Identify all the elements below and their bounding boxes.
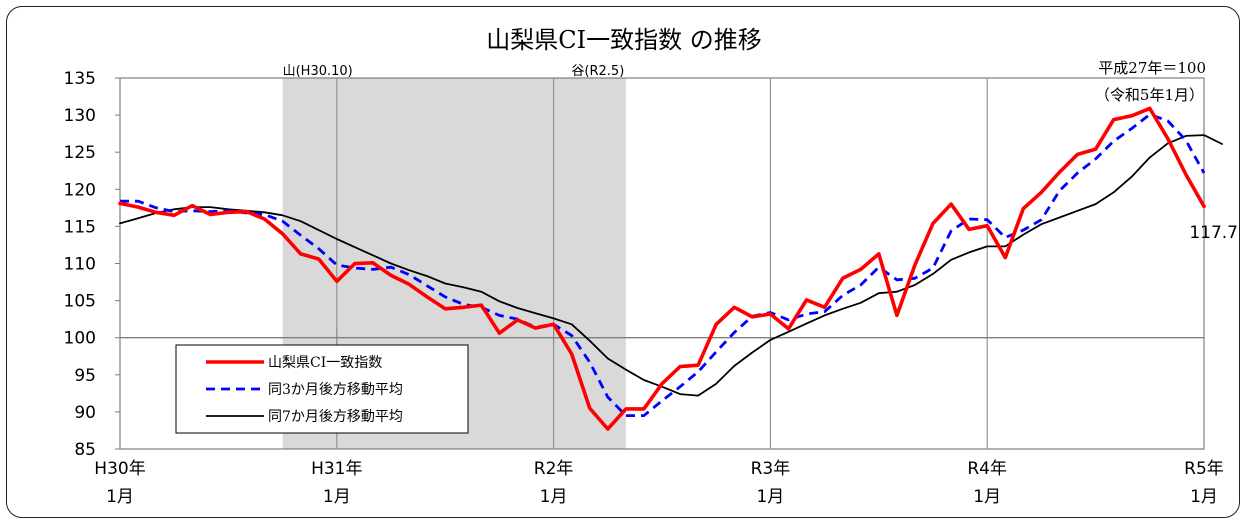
legend-label: 山梨県CI一致指数 (268, 355, 382, 371)
x-tick-label: R5年 (1184, 459, 1224, 479)
series-line (118, 106, 1206, 431)
x-tick-label: H31年 (311, 459, 362, 479)
x-tick-label: H30年 (94, 459, 145, 479)
y-tick-label: 95 (74, 366, 96, 386)
x-tick-label-month: 1月 (323, 487, 351, 507)
y-tick-label: 85 (74, 440, 96, 460)
x-tick-label: R4年 (967, 459, 1007, 479)
peak-label: 山(H30.10) (283, 64, 353, 79)
x-tick-label-month: 1月 (756, 487, 784, 507)
y-tick-label: 120 (64, 180, 96, 200)
x-tick-label-month: 1月 (106, 487, 134, 507)
y-tick-label: 115 (64, 217, 96, 237)
trough-label: 谷(R2.5) (571, 64, 624, 79)
x-tick-label: R2年 (534, 459, 574, 479)
chart-title: 山梨県CI一致指数 の推移 (486, 26, 761, 54)
x-tick-label-month: 1月 (973, 487, 1001, 507)
y-tick-label: 90 (74, 403, 96, 423)
y-tick-label: 110 (64, 255, 96, 275)
chart-frame (6, 6, 1240, 518)
series-line (120, 113, 1206, 418)
date-note: （令和5年1月） (1095, 86, 1204, 104)
x-tick-label-month: 1月 (540, 487, 568, 507)
x-tick-label: R3年 (751, 459, 791, 479)
base-year-note: 平成27年＝100 (1098, 59, 1206, 77)
y-tick-label: 100 (64, 329, 96, 349)
legend-label: 同3か月後方移動平均 (268, 382, 403, 398)
y-tick-label: 130 (64, 106, 96, 126)
series-line (119, 134, 1223, 397)
legend-label: 同7か月後方移動平均 (268, 409, 403, 425)
x-tick-label-month: 1月 (1190, 487, 1218, 507)
y-tick-label: 125 (64, 143, 96, 163)
y-tick-label: 135 (64, 69, 96, 89)
end-value-label: 117.7 (1189, 223, 1238, 243)
y-tick-label: 105 (64, 292, 96, 312)
